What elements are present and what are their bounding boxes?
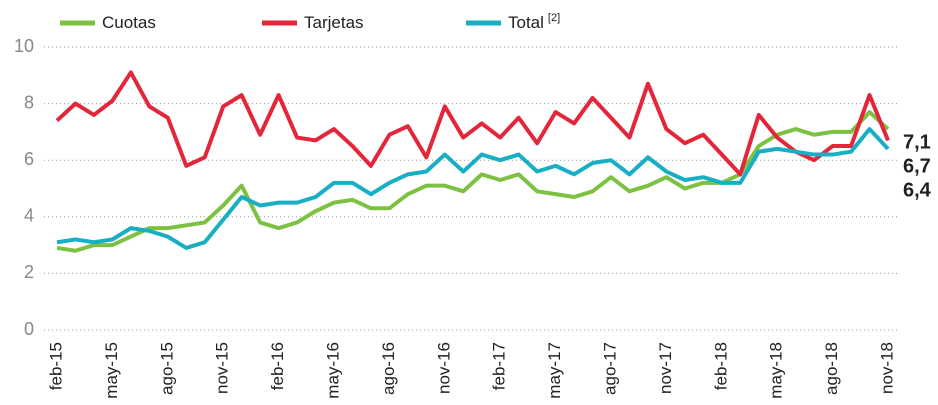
data-line xyxy=(56,127,890,250)
x-tick-label: feb-15 xyxy=(46,342,65,390)
legend-name: Total xyxy=(508,13,544,32)
data-line xyxy=(56,110,890,253)
x-tick-label: feb-16 xyxy=(268,342,287,390)
legend-name: Cuotas xyxy=(102,13,156,32)
end-label: 7,1 xyxy=(903,131,931,153)
x-tick-label: may-18 xyxy=(767,342,786,399)
x-tick-label: nov-18 xyxy=(877,342,896,394)
y-tick-label: 4 xyxy=(24,206,34,226)
end-label: 6,7 xyxy=(903,155,931,177)
legend-note: [2] xyxy=(548,12,560,24)
y-tick-label: 10 xyxy=(14,36,34,56)
x-tick-label: may-17 xyxy=(545,342,564,399)
x-tick-label: nov-17 xyxy=(656,342,675,394)
x-tick-label: nov-16 xyxy=(434,342,453,394)
x-tick-label: ago-18 xyxy=(822,342,841,395)
x-tick-label: ago-17 xyxy=(600,342,619,395)
x-tick-label: may-15 xyxy=(102,342,121,399)
x-tick-label: ago-15 xyxy=(157,342,176,395)
legend-label: Cuotas xyxy=(102,13,156,32)
x-tick-label: nov-15 xyxy=(213,342,232,394)
x-tick-label: feb-18 xyxy=(711,342,730,390)
x-tick-label: may-16 xyxy=(323,342,342,399)
legend-label: Tarjetas xyxy=(304,13,364,32)
x-tick-label: ago-16 xyxy=(379,342,398,395)
legend-name: Tarjetas xyxy=(304,13,364,32)
y-tick-label: 2 xyxy=(24,262,34,282)
y-tick-label: 6 xyxy=(24,149,34,169)
data-line xyxy=(55,70,890,177)
x-tick-label: feb-17 xyxy=(490,342,509,390)
end-label: 6,4 xyxy=(903,179,932,201)
y-tick-label: 0 xyxy=(24,319,34,339)
y-tick-label: 8 xyxy=(24,92,34,112)
legend-label: Total [2] xyxy=(508,12,560,33)
